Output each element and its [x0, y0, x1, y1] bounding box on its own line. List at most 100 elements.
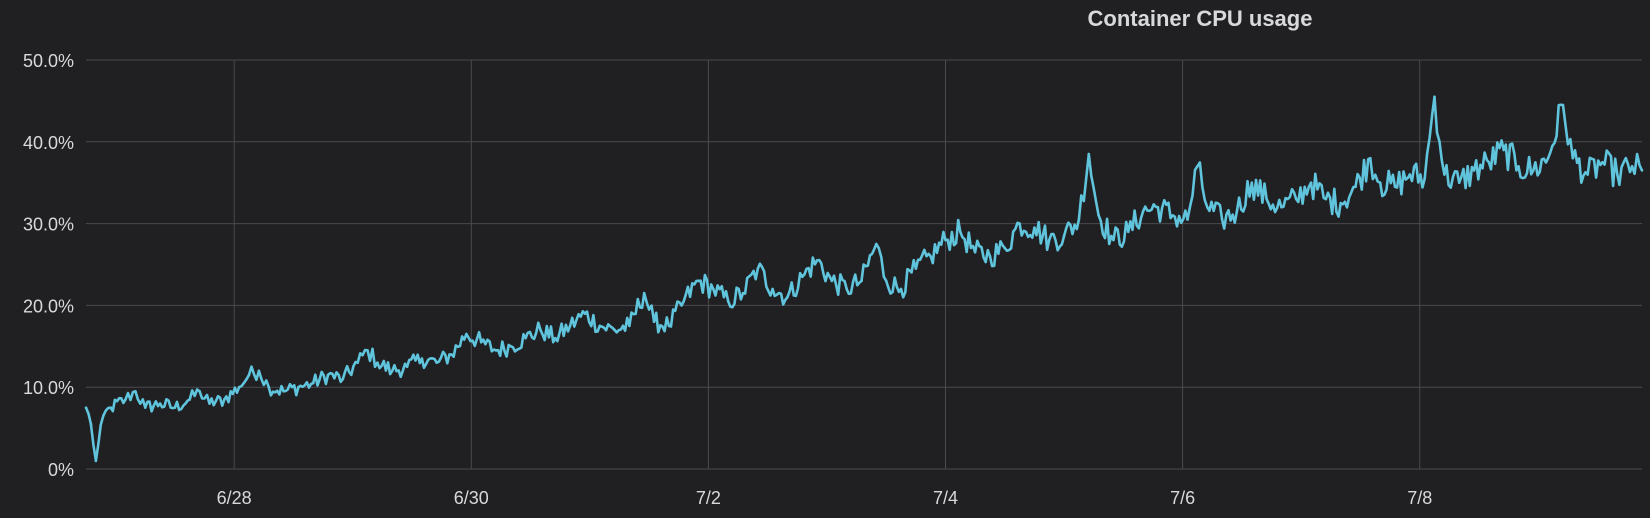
- x-tick-label: 7/8: [1407, 488, 1432, 508]
- data-point: [1472, 169, 1476, 172]
- data-point: [860, 279, 863, 283]
- data-point: [899, 287, 903, 291]
- y-axis-labels: 0% 10.0% 20.0% 30.0% 40.0% 50.0%: [23, 51, 74, 480]
- data-point: [1487, 160, 1491, 164]
- data-point: [583, 312, 587, 315]
- data-point: [109, 406, 112, 409]
- data-point: [756, 267, 760, 270]
- x-tick-label: 7/2: [696, 488, 721, 508]
- data-point: [1309, 181, 1313, 184]
- data-point: [208, 402, 211, 405]
- data-point: [1433, 95, 1436, 99]
- x-tick-label: 7/4: [933, 488, 958, 508]
- data-point: [914, 267, 918, 270]
- data-point: [1156, 205, 1160, 209]
- data-point: [1457, 181, 1461, 184]
- y-tick-label: 40.0%: [23, 133, 74, 153]
- data-point: [465, 332, 468, 336]
- data-point: [1616, 173, 1619, 176]
- data-point: [494, 349, 498, 352]
- data-point: [1502, 148, 1505, 152]
- y-tick-label: 0%: [48, 460, 74, 480]
- data-point: [1640, 169, 1644, 172]
- data-point: [376, 361, 379, 364]
- data-point: [726, 300, 730, 303]
- data-point: [973, 250, 977, 254]
- data-point: [1369, 156, 1372, 160]
- data-point: [1339, 201, 1342, 205]
- data-point: [1126, 230, 1130, 234]
- data-point: [1097, 214, 1100, 217]
- data-point: [988, 255, 992, 258]
- data-point: [1546, 156, 1550, 160]
- series-layer: [84, 95, 1644, 463]
- series-line[interactable]: [84, 95, 1644, 463]
- x-tick-label: 6/28: [217, 488, 252, 508]
- data-point: [598, 324, 602, 328]
- x-axis-labels: 6/28 6/30 7/2 7/4 7/6 7/8: [217, 488, 1433, 508]
- y-tick-label: 30.0%: [23, 215, 74, 235]
- data-point: [1324, 197, 1328, 201]
- data-point: [539, 328, 542, 332]
- grid-layer: [86, 59, 1642, 470]
- data-point: [1220, 218, 1224, 221]
- data-point: [1393, 185, 1397, 189]
- data-point: [800, 275, 804, 279]
- data-point: [1423, 177, 1426, 180]
- x-tick-label: 6/30: [454, 488, 489, 508]
- data-point: [223, 398, 226, 401]
- data-point: [450, 353, 453, 356]
- data-point: [257, 369, 261, 373]
- data-point: [845, 287, 849, 291]
- y-tick-label: 20.0%: [23, 296, 74, 316]
- data-point: [84, 406, 88, 409]
- data-point: [1206, 205, 1209, 209]
- data-point: [929, 255, 932, 258]
- data-point: [667, 324, 671, 328]
- data-point: [628, 324, 631, 328]
- data-point: [89, 422, 93, 426]
- data-point: [1354, 185, 1357, 189]
- data-point: [1443, 173, 1446, 176]
- data-point: [875, 242, 878, 246]
- data-point: [1141, 210, 1145, 213]
- data-point: [282, 389, 285, 393]
- data-point: [1003, 246, 1007, 250]
- data-point: [815, 259, 819, 262]
- data-point: [101, 414, 105, 418]
- data-point: [237, 385, 241, 389]
- data-point: [390, 369, 394, 373]
- data-point: [311, 381, 315, 385]
- data-point: [94, 459, 98, 463]
- data-point: [1586, 173, 1589, 176]
- x-tick-label: 7/6: [1170, 488, 1195, 508]
- data-point: [198, 389, 201, 393]
- data-point: [405, 365, 409, 369]
- data-point: [173, 406, 177, 409]
- data-point: [366, 349, 369, 352]
- data-point: [1062, 234, 1066, 238]
- data-point: [1601, 160, 1604, 164]
- chart-title: Container CPU usage: [1087, 6, 1313, 31]
- data-point: [652, 320, 656, 324]
- data-point: [1532, 169, 1535, 172]
- data-point: [158, 402, 162, 405]
- data-point: [124, 398, 127, 401]
- data-point: [786, 295, 789, 299]
- data-point: [1294, 197, 1298, 201]
- data-point: [712, 287, 715, 291]
- y-tick-label: 10.0%: [23, 378, 74, 398]
- data-point: [1186, 218, 1189, 221]
- data-point: [682, 300, 686, 303]
- data-point: [1408, 173, 1412, 176]
- data-point: [884, 279, 888, 283]
- data-point: [1077, 218, 1081, 221]
- data-point: [959, 230, 962, 234]
- data-point: [435, 361, 439, 364]
- data-point: [1047, 238, 1051, 242]
- data-point: [1018, 222, 1021, 225]
- data-point: [1087, 152, 1091, 156]
- data-point: [326, 373, 330, 377]
